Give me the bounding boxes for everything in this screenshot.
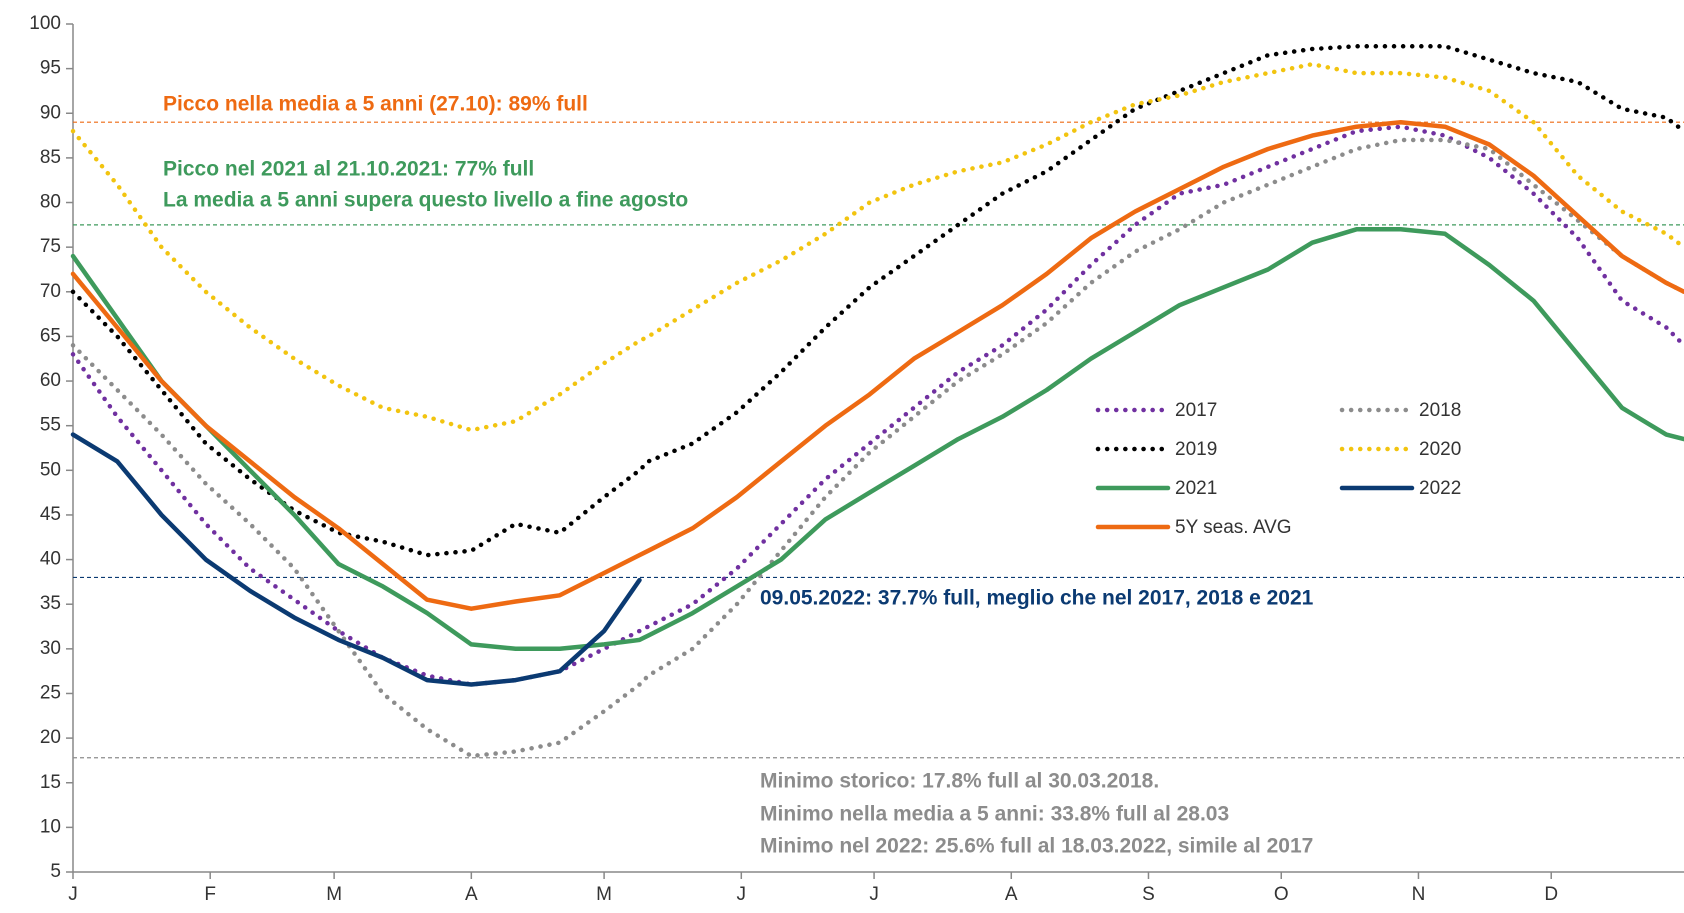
x-tick-label: F bbox=[204, 884, 216, 905]
x-tick-label: M bbox=[596, 884, 612, 905]
series-line bbox=[70, 44, 1684, 558]
y-tick-label: 20 bbox=[40, 727, 61, 748]
series-line bbox=[70, 61, 1684, 433]
annotation: Minimo nel 2022: 25.6% full al 18.03.202… bbox=[760, 835, 1313, 858]
y-tick-label: 30 bbox=[40, 638, 61, 659]
x-tick-label: J bbox=[737, 884, 747, 905]
y-tick-label: 10 bbox=[40, 816, 61, 837]
legend-label: 2019 bbox=[1175, 439, 1217, 460]
x-tick-label: J bbox=[869, 884, 879, 905]
legend-label: 5Y seas. AVG bbox=[1175, 517, 1292, 538]
y-tick-label: 5 bbox=[50, 861, 61, 882]
series-line bbox=[70, 227, 1684, 652]
y-tick-label: 65 bbox=[40, 325, 61, 346]
annotation: 09.05.2022: 37.7% full, meglio che nel 2… bbox=[760, 587, 1314, 610]
series-line bbox=[70, 137, 1684, 759]
y-tick-label: 60 bbox=[40, 370, 61, 391]
x-tick-label: A bbox=[465, 884, 478, 905]
annotation: Minimo nella media a 5 anni: 33.8% full … bbox=[760, 803, 1229, 826]
x-tick-label: D bbox=[1544, 884, 1558, 905]
series-line bbox=[70, 432, 642, 687]
x-tick-label: J bbox=[68, 884, 78, 905]
y-tick-label: 15 bbox=[40, 772, 61, 793]
y-tick-label: 25 bbox=[40, 682, 61, 703]
legend-label: 2018 bbox=[1419, 400, 1461, 421]
series-line bbox=[70, 119, 1684, 611]
y-tick-label: 40 bbox=[40, 549, 61, 570]
annotation: Picco nella media a 5 anni (27.10): 89% … bbox=[163, 93, 588, 116]
legend-label: 2020 bbox=[1419, 439, 1461, 460]
legend-label: 2017 bbox=[1175, 400, 1217, 421]
series-line bbox=[70, 124, 1684, 687]
y-tick-label: 95 bbox=[40, 58, 61, 79]
x-tick-label: O bbox=[1274, 884, 1289, 905]
annotation: La media a 5 anni supera questo livello … bbox=[163, 189, 688, 212]
annotation: Minimo storico: 17.8% full al 30.03.2018… bbox=[760, 770, 1159, 793]
y-tick-label: 85 bbox=[40, 147, 61, 168]
y-tick-label: 100 bbox=[29, 13, 61, 34]
x-tick-label: A bbox=[1005, 884, 1018, 905]
y-tick-label: 70 bbox=[40, 281, 61, 302]
y-tick-label: 80 bbox=[40, 192, 61, 213]
annotation: Picco nel 2021 al 21.10.2021: 77% full bbox=[163, 158, 534, 181]
x-tick-label: S bbox=[1142, 884, 1155, 905]
legend-label: 2021 bbox=[1175, 478, 1217, 499]
y-tick-label: 90 bbox=[40, 102, 61, 123]
y-tick-label: 75 bbox=[40, 236, 61, 257]
y-tick-label: 35 bbox=[40, 593, 61, 614]
x-tick-label: N bbox=[1412, 884, 1426, 905]
y-tick-label: 55 bbox=[40, 415, 61, 436]
y-tick-label: 45 bbox=[40, 504, 61, 525]
y-tick-label: 50 bbox=[40, 459, 61, 480]
x-tick-label: M bbox=[326, 884, 342, 905]
legend-label: 2022 bbox=[1419, 478, 1461, 499]
